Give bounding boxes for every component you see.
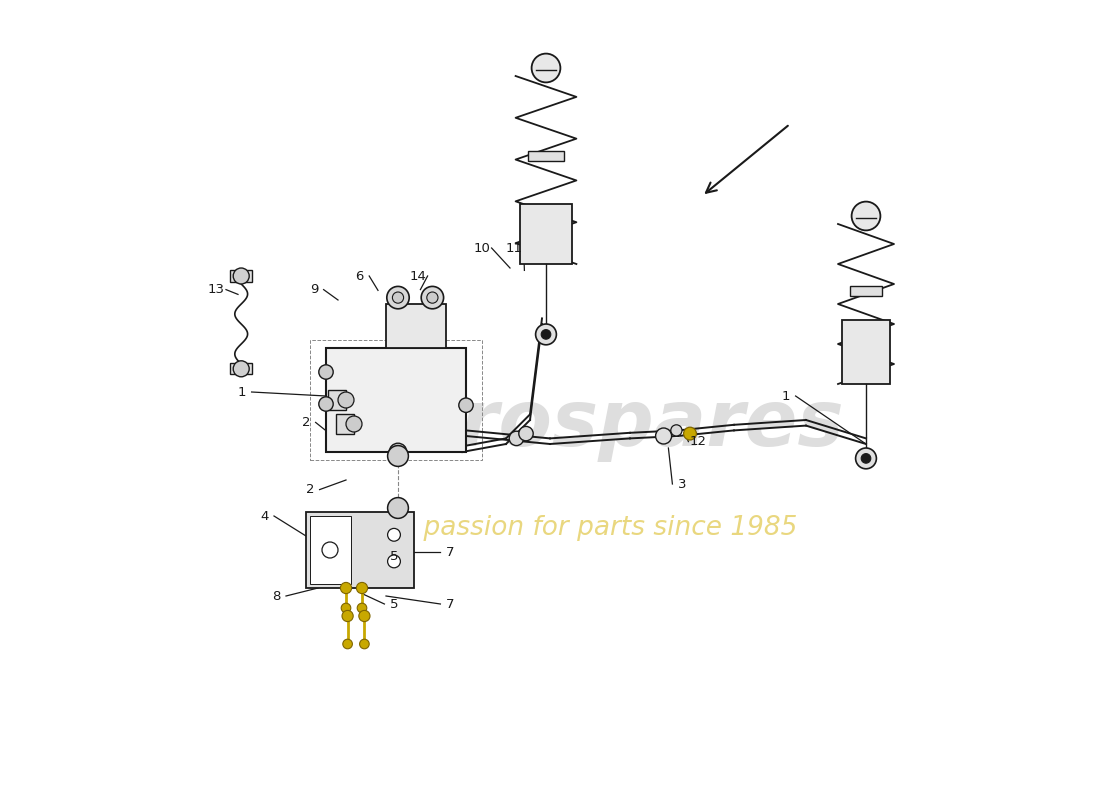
Bar	[528, 151, 563, 161]
Text: 9: 9	[310, 283, 318, 296]
Circle shape	[389, 443, 407, 461]
Circle shape	[360, 639, 370, 649]
Text: 1: 1	[238, 386, 246, 398]
Circle shape	[319, 365, 333, 379]
Circle shape	[531, 54, 560, 82]
Bar	[230, 363, 252, 374]
Circle shape	[656, 428, 672, 444]
Circle shape	[342, 610, 353, 622]
Text: 12: 12	[690, 435, 706, 448]
Circle shape	[856, 448, 877, 469]
Circle shape	[536, 324, 557, 345]
Circle shape	[387, 286, 409, 309]
Bar	[842, 320, 890, 384]
Bar	[519, 204, 572, 264]
Text: 14: 14	[409, 270, 427, 282]
Bar	[337, 414, 354, 434]
Bar	[310, 340, 482, 460]
Circle shape	[393, 292, 404, 303]
Circle shape	[519, 426, 534, 441]
Text: 8: 8	[272, 590, 280, 602]
Bar	[306, 512, 414, 588]
Circle shape	[356, 582, 367, 594]
Text: 4: 4	[261, 510, 268, 522]
Circle shape	[683, 427, 696, 440]
Circle shape	[233, 268, 250, 284]
Text: 6: 6	[355, 270, 364, 282]
Text: 5: 5	[389, 550, 398, 562]
Circle shape	[861, 454, 871, 463]
Circle shape	[509, 431, 524, 446]
Text: 13: 13	[208, 283, 224, 296]
Text: 11: 11	[506, 242, 522, 254]
Circle shape	[322, 542, 338, 558]
Circle shape	[421, 286, 443, 309]
Circle shape	[671, 425, 682, 436]
Bar	[326, 348, 466, 452]
Text: 1: 1	[782, 390, 790, 402]
Text: 5: 5	[389, 598, 398, 610]
Bar	[230, 270, 252, 282]
Circle shape	[427, 292, 438, 303]
Text: 7: 7	[446, 598, 454, 610]
Circle shape	[387, 529, 400, 542]
Bar	[329, 390, 346, 410]
Text: 2: 2	[301, 416, 310, 429]
Circle shape	[340, 582, 352, 594]
Circle shape	[346, 416, 362, 432]
Circle shape	[341, 603, 351, 613]
Circle shape	[541, 330, 551, 339]
Text: a passion for parts since 1985: a passion for parts since 1985	[399, 515, 798, 541]
Circle shape	[387, 446, 408, 466]
Text: eurospares: eurospares	[352, 386, 844, 462]
Circle shape	[233, 361, 250, 377]
Circle shape	[851, 202, 880, 230]
Bar	[310, 516, 351, 584]
Text: 10: 10	[474, 242, 491, 254]
Circle shape	[359, 610, 370, 622]
Bar	[386, 304, 446, 348]
Circle shape	[387, 555, 400, 568]
Circle shape	[343, 639, 352, 649]
Text: 2: 2	[306, 483, 315, 496]
Bar	[850, 286, 882, 296]
Text: 7: 7	[446, 546, 454, 558]
Text: 3: 3	[678, 478, 686, 490]
Circle shape	[338, 392, 354, 408]
Circle shape	[319, 397, 333, 411]
Circle shape	[387, 498, 408, 518]
Circle shape	[358, 603, 366, 613]
Circle shape	[459, 398, 473, 413]
